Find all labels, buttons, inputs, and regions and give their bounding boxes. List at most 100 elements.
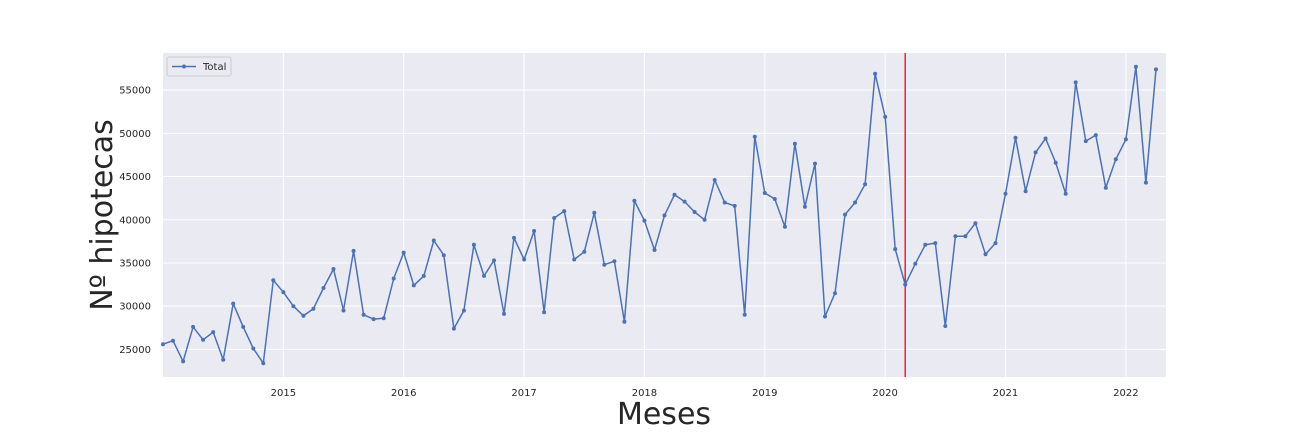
data-point: [1073, 80, 1078, 85]
data-point: [401, 250, 406, 255]
data-point: [963, 234, 968, 239]
y-tick-label: 45000: [119, 172, 151, 183]
data-point: [1143, 180, 1148, 185]
series-line: [162, 66, 1157, 364]
data-point: [682, 199, 687, 204]
data-point: [522, 257, 527, 262]
data-point: [211, 330, 216, 335]
data-point: [572, 257, 577, 262]
data-point: [181, 359, 186, 364]
data-point: [1113, 157, 1118, 162]
data-point: [722, 200, 727, 205]
data-point: [391, 276, 396, 281]
x-tick-label: 2021: [993, 388, 1018, 399]
data-point: [291, 304, 296, 309]
data-point: [983, 252, 988, 257]
data-point: [261, 361, 266, 366]
data-point: [1023, 189, 1028, 194]
data-point: [813, 161, 817, 166]
legend-label: Total: [202, 62, 226, 73]
x-tick-label: 2018: [632, 388, 657, 399]
data-point: [221, 357, 226, 362]
data-point: [441, 253, 446, 258]
data-point: [351, 248, 356, 253]
y-tick-label: 50000: [119, 129, 151, 140]
data-point: [482, 273, 486, 278]
data-point: [903, 282, 908, 287]
data-point: [281, 290, 286, 295]
data-point: [692, 210, 697, 214]
data-point: [381, 316, 386, 321]
data-point: [592, 210, 597, 215]
data-point: [833, 291, 837, 296]
data-point: [622, 319, 627, 324]
y-tick-label: 30000: [119, 302, 151, 313]
data-point: [772, 197, 777, 201]
data-point: [361, 312, 366, 317]
data-point: [652, 248, 657, 252]
data-point: [913, 261, 918, 266]
data-point: [301, 313, 306, 318]
data-point: [662, 213, 667, 218]
data-point: [512, 235, 516, 240]
data-point: [171, 338, 175, 343]
data-point: [201, 337, 206, 342]
data-point: [331, 267, 336, 271]
data-point: [973, 221, 978, 226]
data-point: [802, 204, 807, 209]
data-point: [762, 191, 767, 195]
data-point: [532, 229, 537, 233]
data-point: [893, 247, 898, 252]
data-point: [843, 212, 847, 217]
data-point: [883, 114, 888, 119]
data-point: [311, 306, 316, 311]
data-point: [672, 192, 677, 197]
data-point: [612, 259, 617, 264]
data-point: [1063, 191, 1068, 196]
y-tick-label: 55000: [119, 86, 151, 97]
data-point: [993, 241, 998, 246]
data-point: [191, 324, 196, 329]
data-point: [451, 326, 456, 331]
data-point: [792, 141, 797, 146]
data-point: [853, 200, 858, 205]
data-point: [933, 241, 938, 246]
data-point: [732, 203, 737, 208]
data-point: [1093, 133, 1098, 138]
x-tick-label: 2020: [872, 388, 897, 399]
data-point: [271, 278, 276, 283]
data-point: [923, 242, 928, 247]
data-point: [712, 178, 717, 182]
data-point: [471, 242, 476, 247]
x-tick-label: 2022: [1113, 388, 1138, 399]
data-point: [1033, 150, 1038, 155]
data-point: [1053, 160, 1058, 165]
data-point: [823, 314, 827, 319]
data-point: [702, 217, 707, 222]
data-point: [943, 324, 948, 328]
legend: Total: [166, 56, 232, 77]
data-point: [632, 198, 637, 203]
data-point: [371, 317, 376, 322]
data-point: [241, 324, 246, 329]
x-tick-label: 2016: [391, 388, 416, 399]
x-tick-label: 2019: [752, 388, 777, 399]
data-point: [752, 134, 757, 139]
data-point: [602, 262, 607, 267]
data-point: [782, 224, 787, 229]
data-point: [642, 218, 647, 223]
x-tick-label: 2015: [271, 388, 296, 399]
x-axis-title: Meses: [617, 397, 711, 432]
data-point: [492, 258, 496, 263]
x-tick-label: 2017: [511, 388, 536, 399]
data-point: [421, 273, 426, 278]
tick-labels: 25000 30000 35000 40000 45000 50000 55000 2015 2…: [119, 86, 1138, 399]
data-point: [341, 308, 346, 313]
data-point: [161, 342, 165, 347]
data-point: [953, 234, 958, 239]
data-point: [1133, 64, 1138, 69]
y-axis-title: Nº hipotecas: [85, 119, 120, 311]
data-point: [1154, 67, 1158, 72]
data-point: [1003, 191, 1008, 196]
